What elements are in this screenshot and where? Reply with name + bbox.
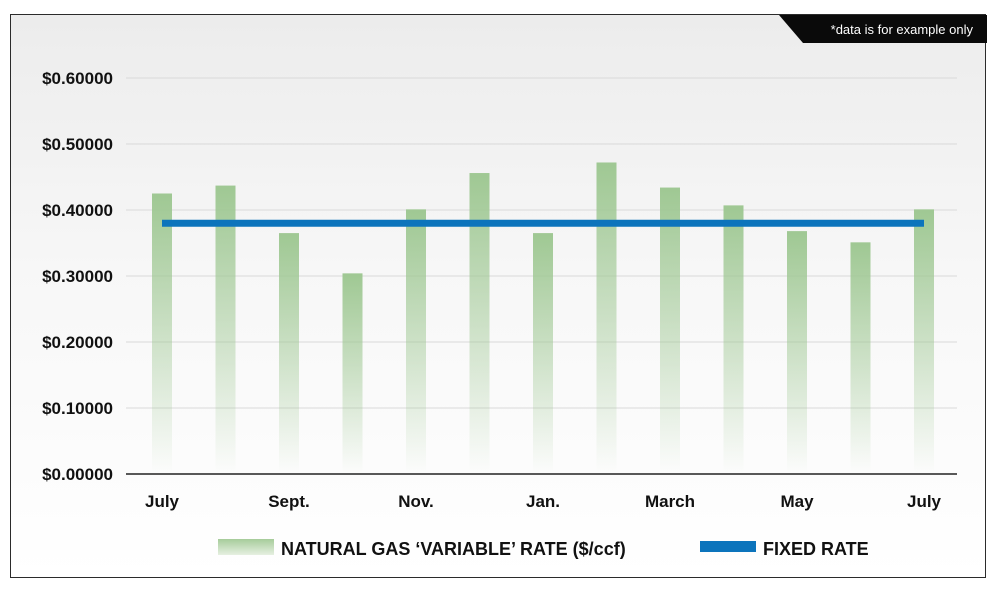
- legend-label-fixed-rate: FIXED RATE: [763, 539, 869, 559]
- data-note: *data is for example only: [779, 15, 987, 43]
- bar: [850, 242, 871, 474]
- chart-frame: $0.00000 $0.10000 $0.20000 $0.30000 $0.40000…: [10, 14, 987, 578]
- bar: [533, 233, 553, 474]
- axes: $0.00000 $0.10000 $0.20000 $0.30000 $0.40000…: [42, 69, 957, 511]
- y-tick-label: $0.10000: [42, 399, 113, 418]
- x-tick-label: Nov.: [398, 492, 434, 511]
- legend-swatch-fixed-rate: [700, 541, 756, 552]
- y-tick-label: $0.00000: [42, 465, 113, 484]
- y-tick-label: $0.60000: [42, 69, 113, 88]
- bar: [215, 185, 236, 474]
- y-tick-label: $0.20000: [42, 333, 113, 352]
- x-tick-label: March: [645, 492, 695, 511]
- legend: NATURAL GAS ‘VARIABLE’ RATE ($/ccf) FIXED…: [218, 539, 869, 559]
- bar: [406, 209, 426, 474]
- legend-swatch-variable-rate: [218, 539, 274, 555]
- data-note-text: *data is for example only: [831, 22, 974, 37]
- x-tick-label: July: [907, 492, 942, 511]
- y-tick-label: $0.50000: [42, 135, 113, 154]
- x-tick-label: May: [780, 492, 814, 511]
- bar: [660, 187, 680, 474]
- bar: [596, 162, 617, 475]
- bar: [787, 231, 807, 474]
- y-tick-label: $0.30000: [42, 267, 113, 286]
- x-tick-label: Jan.: [526, 492, 560, 511]
- bar: [914, 209, 934, 474]
- note-tab: [779, 15, 987, 43]
- legend-label-variable-rate: NATURAL GAS ‘VARIABLE’ RATE ($/ccf): [281, 539, 626, 559]
- bar: [279, 233, 299, 474]
- bar: [723, 205, 744, 474]
- bars: [152, 162, 934, 475]
- x-tick-label: Sept.: [268, 492, 310, 511]
- chart-svg: $0.00000 $0.10000 $0.20000 $0.30000 $0.40000…: [42, 15, 987, 559]
- bar: [469, 173, 490, 475]
- bar: [152, 193, 172, 474]
- bar: [342, 273, 363, 474]
- x-tick-label: July: [145, 492, 180, 511]
- y-tick-label: $0.40000: [42, 201, 113, 220]
